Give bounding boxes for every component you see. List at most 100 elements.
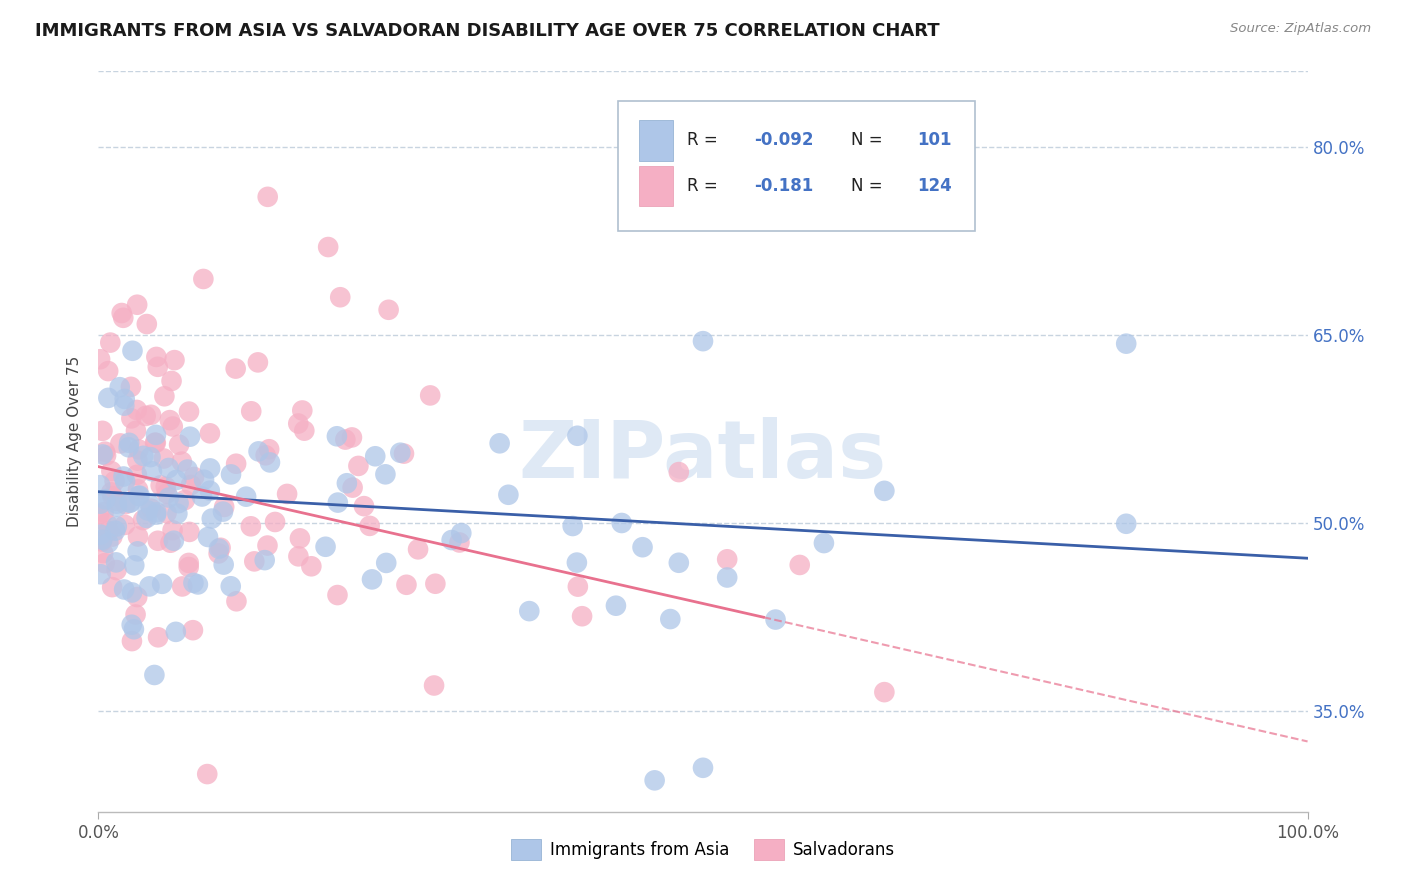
Point	[114, 497, 136, 511]
Point	[114, 392, 136, 406]
Point	[145, 508, 167, 522]
Point	[104, 524, 127, 538]
Point	[193, 272, 215, 286]
Bar	[638, 120, 673, 161]
Point	[198, 483, 221, 498]
Point	[132, 513, 155, 527]
Point	[668, 465, 690, 479]
Point	[374, 467, 396, 482]
Point	[389, 446, 412, 460]
Point	[156, 486, 179, 500]
Point	[90, 567, 112, 582]
Point	[197, 530, 219, 544]
Point	[122, 622, 145, 636]
Point	[127, 590, 149, 604]
Point	[198, 426, 221, 441]
Point	[1115, 516, 1137, 531]
Point	[789, 558, 811, 572]
Point	[125, 424, 148, 438]
Point	[127, 529, 149, 543]
Point	[146, 533, 169, 548]
Point	[139, 498, 162, 512]
Point	[139, 450, 162, 464]
Point	[419, 388, 441, 402]
Point	[96, 516, 118, 531]
Text: 101: 101	[917, 131, 952, 149]
Point	[120, 380, 142, 394]
Point	[287, 549, 309, 564]
Point	[105, 519, 128, 533]
Point	[165, 624, 187, 639]
Point	[565, 556, 588, 570]
Point	[425, 576, 447, 591]
Point	[567, 429, 589, 443]
Point	[117, 440, 139, 454]
Point	[193, 473, 215, 487]
Point	[112, 310, 135, 325]
Point	[89, 352, 111, 367]
Point	[101, 489, 124, 503]
Point	[167, 496, 190, 510]
Y-axis label: Disability Age Over 75: Disability Age Over 75	[67, 356, 83, 527]
Point	[256, 539, 278, 553]
Point	[605, 599, 627, 613]
Point	[127, 298, 149, 312]
Point	[94, 444, 117, 458]
Point	[191, 490, 214, 504]
Point	[141, 464, 163, 478]
Point	[335, 433, 357, 447]
Point	[101, 530, 124, 544]
Point	[91, 546, 114, 560]
Point	[121, 343, 143, 358]
Point	[187, 577, 209, 591]
Point	[449, 535, 471, 549]
Point	[340, 430, 363, 444]
Point	[97, 364, 120, 378]
Point	[165, 473, 187, 487]
Point	[201, 511, 224, 525]
Point	[209, 541, 232, 555]
Point	[716, 552, 738, 566]
Point	[326, 588, 349, 602]
Point	[105, 563, 128, 577]
Point	[90, 527, 112, 541]
Point	[253, 553, 276, 567]
Point	[692, 761, 714, 775]
Point	[157, 491, 180, 505]
Point	[155, 480, 177, 494]
Point	[183, 575, 205, 590]
Point	[225, 361, 247, 376]
Point	[291, 403, 314, 417]
Point	[105, 493, 128, 508]
Point	[212, 500, 235, 514]
Point	[292, 424, 315, 438]
Point	[170, 454, 193, 468]
Point	[104, 474, 127, 488]
Point	[326, 495, 349, 509]
Point	[375, 556, 398, 570]
Point	[716, 570, 738, 584]
Point	[89, 497, 111, 511]
Text: ZIPatlas: ZIPatlas	[519, 417, 887, 495]
Point	[105, 497, 128, 511]
Point	[93, 505, 115, 519]
Point	[118, 496, 141, 510]
Point	[159, 413, 181, 427]
Point	[173, 493, 195, 508]
Point	[100, 464, 122, 478]
Point	[94, 492, 117, 507]
Point	[183, 470, 205, 484]
Point	[143, 435, 166, 450]
Point	[177, 556, 200, 570]
Text: -0.092: -0.092	[754, 131, 813, 149]
Point	[124, 607, 146, 622]
Point	[98, 335, 121, 350]
Text: N =: N =	[851, 131, 887, 149]
Point	[150, 577, 173, 591]
Point	[257, 442, 280, 457]
Point	[128, 489, 150, 503]
Point	[316, 240, 339, 254]
Point	[112, 399, 135, 413]
Point	[561, 519, 583, 533]
Point	[176, 462, 198, 476]
